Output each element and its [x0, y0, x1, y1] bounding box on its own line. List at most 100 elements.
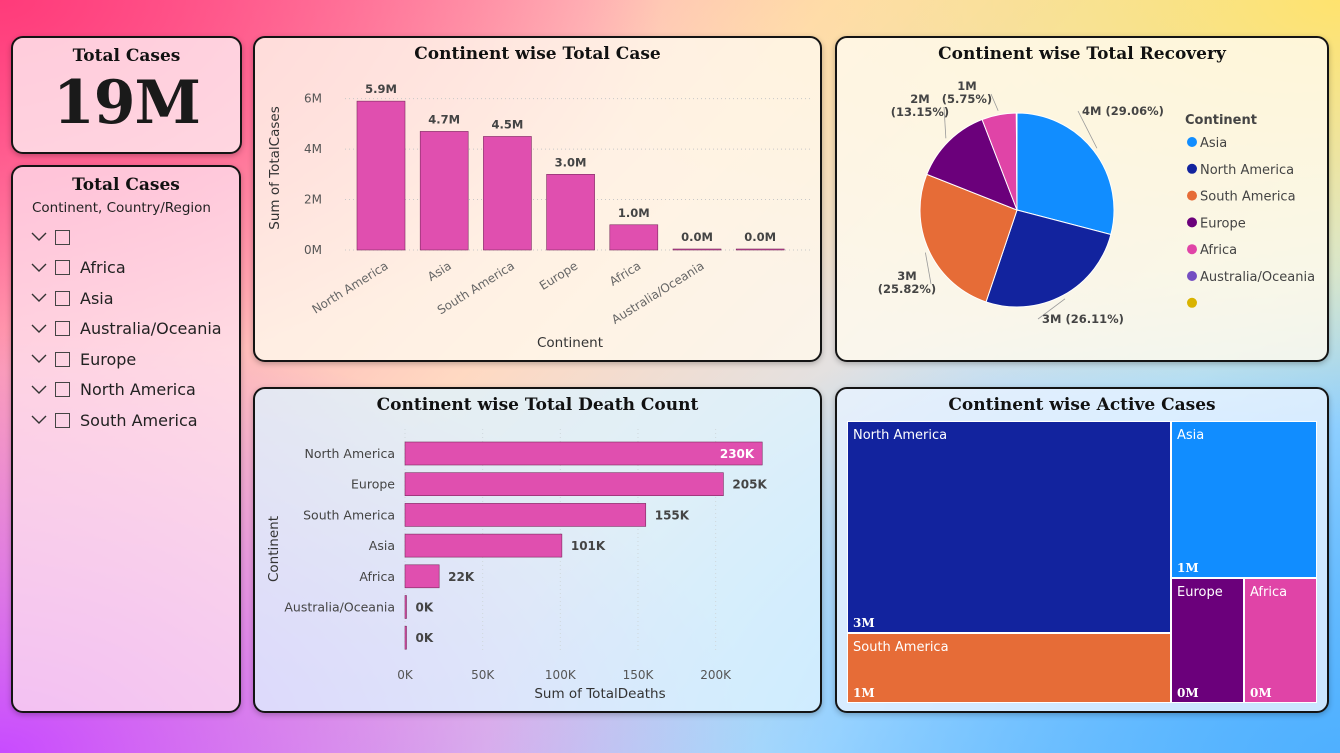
x-tick-label: 0K — [397, 668, 414, 682]
chevron-down-icon[interactable] — [31, 415, 47, 425]
treemap-cell: Asia 1M — [1171, 421, 1317, 578]
legend-label: North America — [1200, 163, 1294, 178]
data-label: 1M (5.75%) — [942, 79, 992, 106]
bar — [405, 473, 723, 496]
leader-line — [925, 253, 931, 284]
slicer-title: Total Cases — [13, 175, 239, 195]
slicer-item[interactable]: South America — [31, 405, 222, 436]
slicer-item[interactable] — [31, 222, 222, 253]
slicer-item[interactable]: Australia/Oceania — [31, 314, 222, 345]
treemap-label: Africa — [1250, 585, 1287, 600]
y-tick-label: Africa — [359, 569, 395, 584]
y-tick-label: 2M — [304, 193, 322, 207]
slicer-item-label: Africa — [80, 258, 126, 277]
data-label: 155K — [655, 508, 690, 522]
treemap-value: 0M — [1177, 686, 1199, 700]
slicer-item-label: Asia — [80, 289, 114, 308]
bar — [405, 534, 562, 557]
data-label: 4.5M — [491, 117, 523, 131]
bar — [547, 174, 595, 250]
legend-marker — [1187, 298, 1197, 308]
data-label: 205K — [732, 478, 767, 492]
bar — [420, 131, 468, 250]
slicer-item[interactable]: North America — [31, 375, 222, 406]
total-recovery-pie-chart: 4M (29.06%)3M (26.11%)3M (25.82%)2M (13.15… — [837, 38, 1327, 360]
data-label: 3.0M — [555, 155, 587, 169]
slicer-item[interactable]: Africa — [31, 253, 222, 284]
bar — [736, 249, 784, 250]
total-case-chart-card: Continent wise Total Case 0M 2M 4M 6M 5.9M No… — [253, 36, 822, 362]
data-label: 4M (29.06%) — [1082, 104, 1164, 118]
bar — [357, 101, 405, 250]
treemap-label: South America — [853, 640, 949, 655]
data-label: 5.9M — [365, 82, 397, 96]
chevron-down-icon[interactable] — [31, 324, 47, 334]
treemap-value: 0M — [1250, 686, 1272, 700]
treemap-cell: North America 3M — [847, 421, 1171, 633]
data-label: 4.7M — [428, 112, 460, 126]
checkbox[interactable] — [55, 352, 70, 367]
x-axis-label: Sum of TotalDeaths — [534, 686, 665, 702]
legend-label: Australia/Oceania — [1200, 270, 1315, 285]
slicer-item-label: North America — [80, 380, 196, 399]
total-recovery-chart-card: Continent wise Total Recovery 4M (29.06%… — [835, 36, 1329, 362]
bar — [610, 225, 658, 250]
chevron-down-icon[interactable] — [31, 354, 47, 364]
checkbox[interactable] — [55, 291, 70, 306]
slicer-field-header: Continent, Country/Region — [32, 200, 211, 216]
treemap-label: Asia — [1177, 428, 1204, 443]
death-count-chart-card: Continent wise Total Death Count 0K 50K 10… — [253, 387, 822, 713]
total-case-bar-chart: 0M2M4M6M5.9MNorth America4.7MAsia4.5MSou… — [255, 38, 820, 360]
y-tick-label: Europe — [351, 477, 395, 492]
chevron-down-icon[interactable] — [31, 263, 47, 273]
legend-label: Africa — [1200, 243, 1237, 258]
treemap-cell: Europe 0M — [1171, 578, 1244, 703]
slicer-item[interactable]: Asia — [31, 283, 222, 314]
slicer-item-label: Europe — [80, 350, 136, 369]
slicer-item[interactable]: Europe — [31, 344, 222, 375]
data-label: 1.0M — [618, 206, 650, 220]
legend-marker — [1187, 164, 1197, 174]
bar — [483, 136, 531, 250]
active-cases-treemap: North America 3M South America 1M Asia 1M Euro… — [847, 421, 1317, 703]
data-label: 101K — [571, 539, 606, 553]
checkbox[interactable] — [55, 260, 70, 275]
kpi-title: Total Cases — [13, 46, 240, 66]
y-tick-label: North America — [305, 446, 396, 461]
chevron-down-icon[interactable] — [31, 232, 47, 242]
legend-label: Asia — [1200, 136, 1227, 151]
treemap-value: 1M — [853, 686, 875, 700]
checkbox[interactable] — [55, 382, 70, 397]
data-label: 3M (25.82%) — [878, 269, 936, 296]
bar — [405, 626, 407, 649]
bar — [405, 565, 439, 588]
bar — [405, 503, 646, 526]
total-cases-card: Total Cases 19M — [11, 36, 242, 154]
x-tick-label: Europe — [537, 259, 580, 293]
chart-title: Continent wise Active Cases — [837, 395, 1327, 415]
x-tick-label: 50K — [471, 668, 495, 682]
chevron-down-icon[interactable] — [31, 293, 47, 303]
y-tick-label: Asia — [369, 538, 395, 553]
legend-marker — [1187, 191, 1197, 201]
treemap-value: 3M — [853, 616, 875, 630]
y-tick-label: Australia/Oceania — [284, 600, 395, 615]
data-label: 0K — [416, 601, 434, 615]
x-tick-label: 100K — [545, 668, 577, 682]
data-label: 2M (13.15%) — [891, 92, 949, 119]
y-tick-label: South America — [303, 507, 395, 522]
chevron-down-icon[interactable] — [31, 385, 47, 395]
y-tick-label: 4M — [304, 142, 322, 156]
legend-title: Continent — [1185, 113, 1257, 128]
data-label: 0.0M — [744, 230, 776, 244]
checkbox[interactable] — [55, 321, 70, 336]
checkbox[interactable] — [55, 230, 70, 245]
treemap-label: Europe — [1177, 585, 1223, 600]
legend-label: South America — [1200, 190, 1296, 205]
slicer-list: Africa Asia Australia/Oceania Europe North A… — [31, 222, 222, 436]
data-label: 230K — [720, 447, 755, 461]
y-axis-label: Sum of TotalCases — [267, 106, 283, 229]
checkbox[interactable] — [55, 413, 70, 428]
bar — [405, 596, 407, 619]
death-count-bar-chart: 0K 50K 100K 150K 200K North America 230K Europe… — [255, 389, 820, 711]
